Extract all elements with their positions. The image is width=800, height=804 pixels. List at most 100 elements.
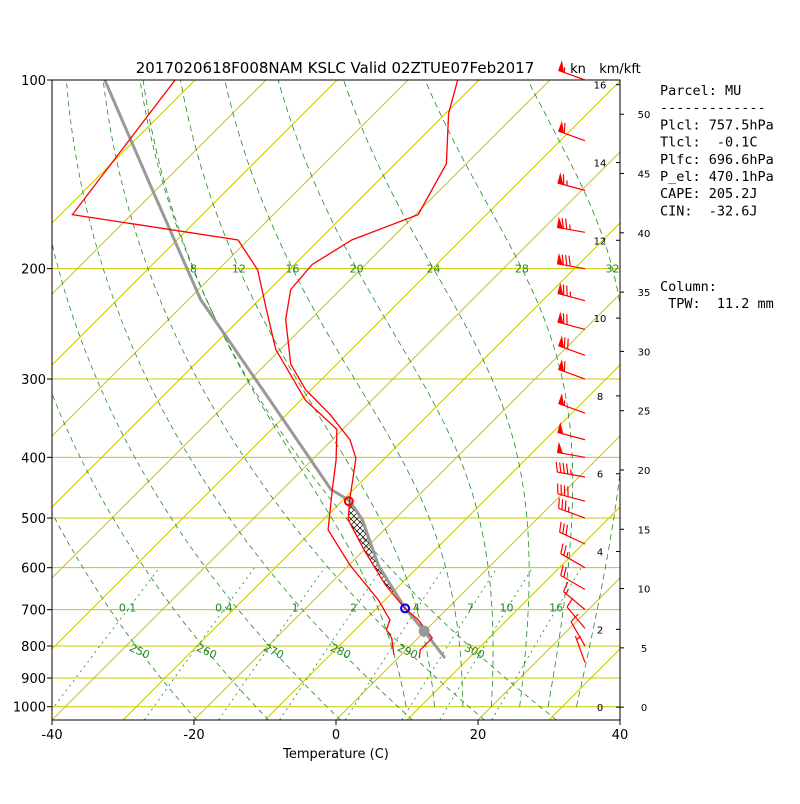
wind-barb bbox=[574, 635, 586, 663]
km-tick-label: 14 bbox=[594, 158, 607, 169]
kft-tick-label: 40 bbox=[638, 229, 651, 240]
info-line: CIN: -32.6J bbox=[660, 203, 758, 219]
wind-barb bbox=[557, 282, 586, 302]
dry-adiabat-label: 250 bbox=[127, 641, 152, 662]
parcel-line bbox=[103, 80, 447, 659]
isotherm bbox=[477, 577, 620, 720]
km-tick-label: 0 bbox=[597, 703, 603, 714]
x-tick-label: -40 bbox=[41, 728, 62, 743]
isotherm bbox=[52, 80, 551, 579]
isotherm bbox=[52, 80, 409, 437]
barb-flag bbox=[558, 120, 565, 134]
kft-tick-label: 50 bbox=[638, 110, 651, 121]
barb-flag bbox=[558, 393, 565, 406]
kft-tick-label: 15 bbox=[638, 525, 651, 536]
x-tick-label: 0 bbox=[332, 728, 340, 743]
plot-frame bbox=[51, 79, 621, 721]
isotherm bbox=[52, 151, 620, 720]
moist-adiabat-label: 24 bbox=[426, 263, 440, 276]
dry-adiabat bbox=[52, 512, 197, 720]
info-line: Tlcl: -0.1C bbox=[660, 135, 758, 151]
barb-flag bbox=[557, 311, 564, 325]
cape-area bbox=[348, 501, 406, 609]
km-tick-label: 6 bbox=[597, 470, 603, 481]
x-tick-label: 40 bbox=[612, 728, 629, 743]
y-tick-label: 900 bbox=[21, 672, 46, 687]
km-tick-label: 16 bbox=[594, 81, 607, 92]
barb-flag bbox=[557, 421, 564, 435]
dry-adiabat-label: 270 bbox=[261, 641, 286, 662]
km-tick-label: 2 bbox=[597, 625, 603, 636]
wind-barb bbox=[558, 498, 586, 519]
wind-barb bbox=[566, 597, 586, 629]
isotherm bbox=[52, 80, 480, 508]
isotherm bbox=[406, 506, 620, 720]
info-line: Column: bbox=[660, 279, 717, 295]
info-line: CAPE: 205.2J bbox=[660, 186, 758, 202]
barb-flag bbox=[556, 252, 564, 266]
wind-barb bbox=[557, 483, 586, 502]
isotherm bbox=[193, 293, 620, 720]
wind-barb bbox=[557, 311, 586, 330]
temperature-line bbox=[285, 80, 459, 659]
moist-adiabat bbox=[527, 80, 620, 707]
y-tick-label: 200 bbox=[21, 263, 46, 278]
dry-adiabat bbox=[52, 392, 269, 720]
wind-barb bbox=[560, 565, 586, 590]
kft-tick-label: 20 bbox=[638, 466, 651, 477]
wind-barb bbox=[559, 521, 586, 545]
barb-staff bbox=[566, 597, 586, 629]
wind-barb bbox=[558, 335, 586, 356]
dry-adiabat bbox=[139, 80, 557, 720]
parcel-info: Parcel: MU-------------Plcl: 757.5hPa Tlc… bbox=[660, 83, 774, 312]
moist-adiabat-label: 16 bbox=[285, 263, 299, 276]
y-tick-label: 800 bbox=[21, 640, 46, 655]
barb-staff bbox=[560, 565, 586, 590]
wind-barb bbox=[557, 421, 586, 441]
isotherm bbox=[52, 80, 267, 295]
info-line: TPW: 11.2 mm bbox=[660, 296, 774, 312]
info-line: Parcel: MU bbox=[660, 83, 741, 99]
barb-staff bbox=[558, 498, 586, 519]
dry-adiabat bbox=[52, 241, 341, 720]
moist-adiabat bbox=[224, 80, 464, 707]
moist-adiabat-label: 8 bbox=[190, 263, 197, 276]
wind-barb bbox=[558, 120, 586, 142]
x-tick-label: -20 bbox=[183, 728, 204, 743]
mixing-ratio-line bbox=[218, 567, 325, 720]
barb-flag bbox=[557, 172, 564, 186]
km-tick-label: 12 bbox=[594, 236, 607, 247]
barb-staff bbox=[559, 521, 586, 545]
moist-adiabat-label: 12 bbox=[232, 263, 246, 276]
moist-adiabat bbox=[180, 80, 435, 707]
kft-tick-label: 45 bbox=[638, 170, 651, 181]
moist-adiabat bbox=[343, 80, 530, 707]
moist-adiabat-label: 28 bbox=[515, 263, 529, 276]
km-tick-label: 10 bbox=[594, 314, 607, 325]
mixing-ratio-label: 1 bbox=[292, 602, 299, 615]
mixing-ratio-line bbox=[143, 567, 255, 720]
isotherm bbox=[264, 364, 620, 720]
wind-unit: kn bbox=[570, 62, 586, 77]
mixing-ratio-label: 10 bbox=[500, 602, 514, 615]
height-unit: km/kft bbox=[599, 62, 641, 77]
kft-tick-label: 25 bbox=[638, 407, 651, 418]
barb-staff bbox=[557, 284, 586, 302]
mixing-ratio-label: 2 bbox=[350, 602, 357, 615]
isotherm bbox=[52, 80, 620, 650]
mixing-ratio-line bbox=[344, 567, 445, 720]
km-tick-label: 4 bbox=[597, 548, 603, 559]
barb-staff bbox=[557, 483, 586, 502]
barb-staff bbox=[555, 461, 586, 478]
moist-adiabat-label: 20 bbox=[350, 263, 364, 276]
wind-barb bbox=[558, 59, 586, 81]
barb-staff bbox=[574, 635, 586, 663]
kft-tick-label: 10 bbox=[638, 585, 651, 596]
wind-barb bbox=[556, 441, 586, 458]
barb-flag bbox=[556, 216, 564, 229]
barb-flag bbox=[557, 282, 564, 296]
kft-tick-label: 35 bbox=[638, 288, 651, 299]
kft-tick-label: 5 bbox=[641, 644, 647, 655]
dry-adiabat bbox=[102, 80, 485, 720]
